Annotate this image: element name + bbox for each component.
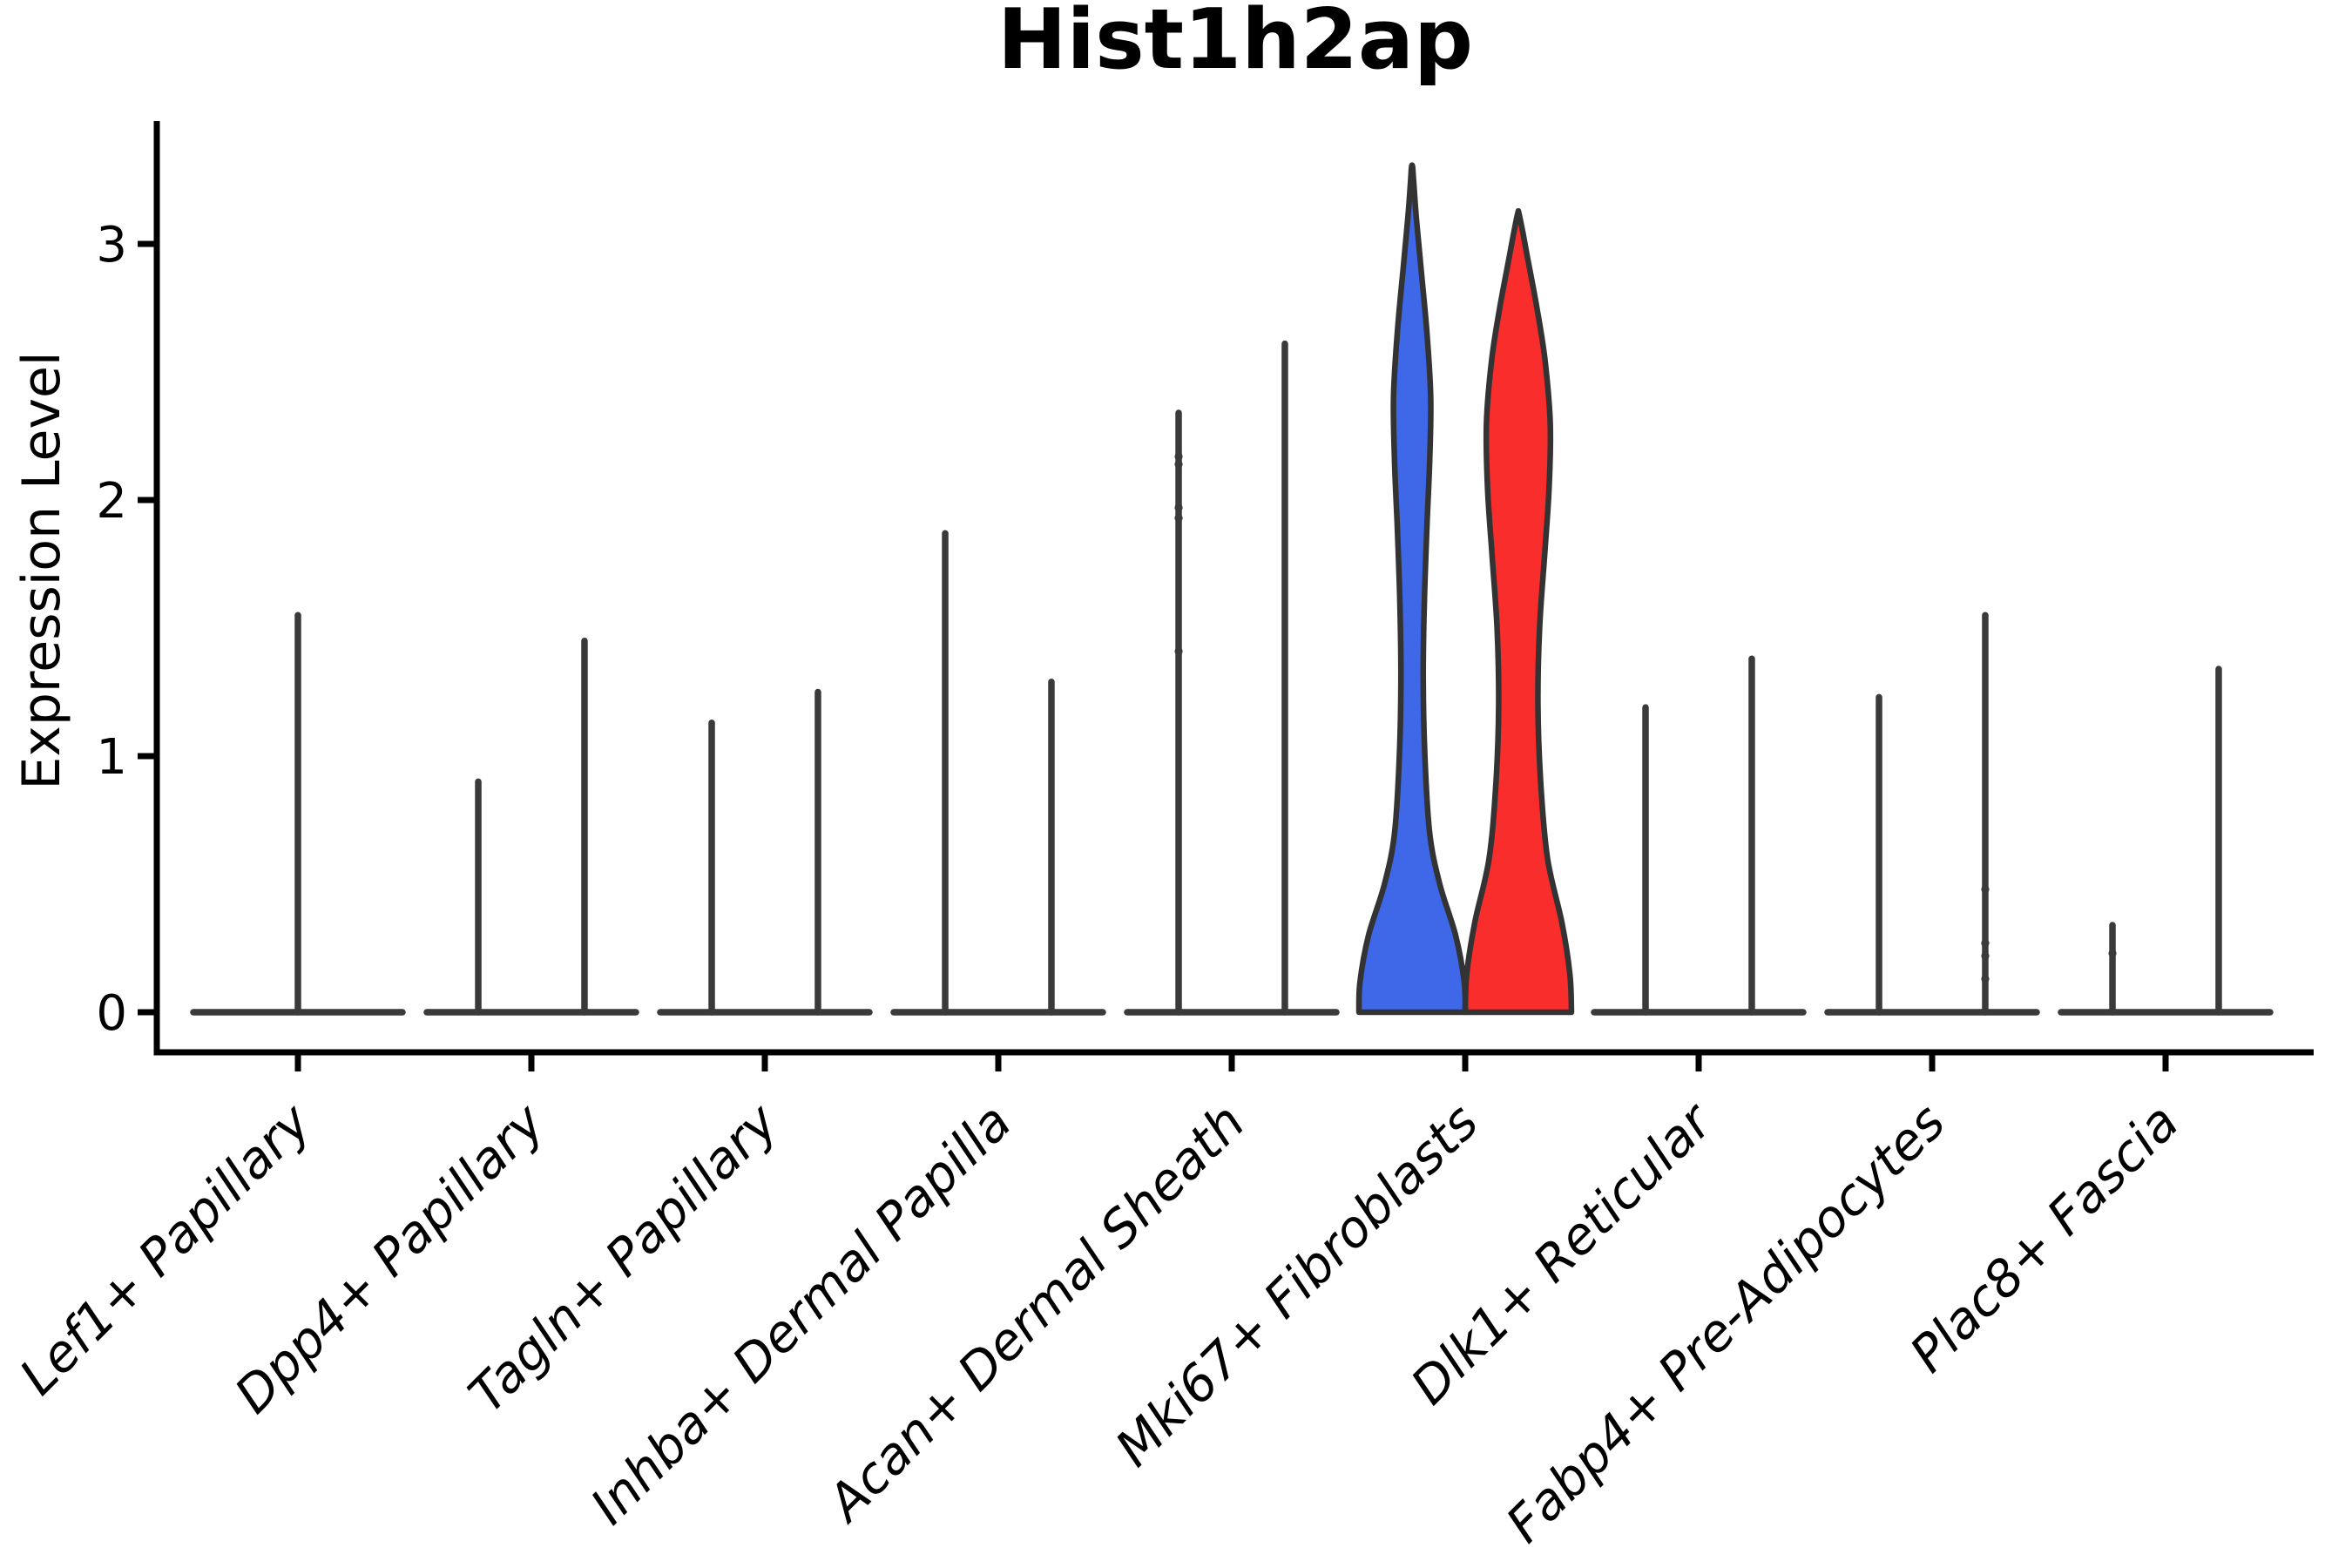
expression-point <box>1981 939 1990 948</box>
violin-group <box>1124 340 1340 1016</box>
violin-group <box>190 612 406 1016</box>
violin-group <box>423 637 639 1016</box>
expression-point <box>1981 975 1990 983</box>
expression-point <box>1981 951 1990 960</box>
expression-point <box>1174 452 1183 461</box>
violin-group <box>657 688 873 1016</box>
expression-point <box>1174 504 1183 512</box>
y-tick-label: 2 <box>96 473 127 530</box>
violin-group <box>1824 612 2040 1016</box>
split-violin-red <box>1462 207 1575 1016</box>
violin-group <box>1355 162 1575 1016</box>
violin-group <box>2058 666 2274 1016</box>
x-tick-label: Inhba+ Dermal Papilla <box>579 1092 1023 1536</box>
expression-point <box>1174 513 1183 523</box>
expression-point <box>1174 646 1183 656</box>
y-tick-label: 3 <box>96 217 127 274</box>
y-tick-label: 0 <box>96 985 127 1042</box>
plot-layer <box>190 162 2274 1016</box>
violin-group <box>1591 655 1807 1016</box>
y-tick-label: 1 <box>96 729 127 786</box>
y-axis-label: Expression Level <box>11 351 72 789</box>
violin-group <box>890 530 1106 1016</box>
expression-point <box>1981 885 1990 894</box>
expression-point <box>1174 460 1183 469</box>
expression-point <box>2108 949 2117 957</box>
x-tick-label: Fabp4+ Pre-Adipocytes <box>1495 1092 1957 1554</box>
split-violin-blue <box>1355 162 1469 1016</box>
x-tick-label: Acan+ Dermal Sheath <box>814 1092 1256 1535</box>
chart-title: Hist1h2ap <box>997 0 1473 88</box>
